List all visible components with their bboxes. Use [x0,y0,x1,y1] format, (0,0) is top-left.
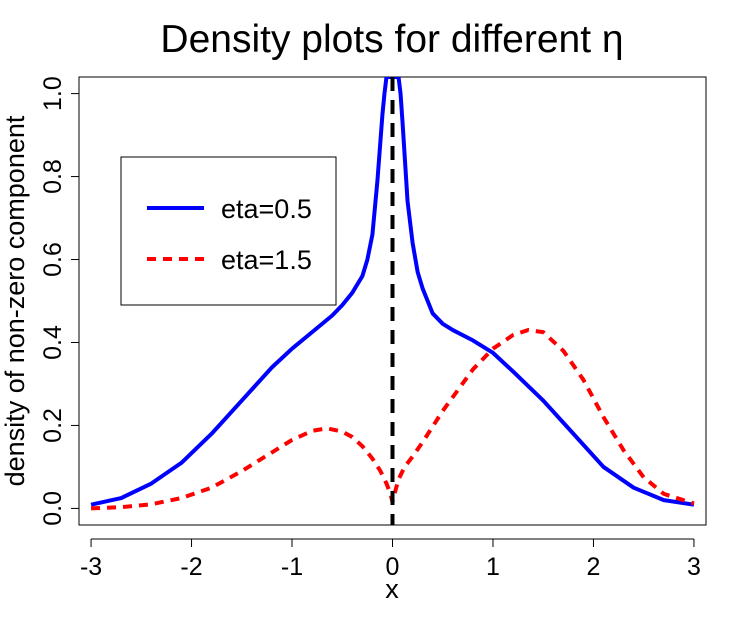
x-tick-label: -3 [80,553,102,581]
x-tick-label: 3 [687,553,701,581]
x-tick-label: -1 [281,553,303,581]
x-tick-label: -2 [180,553,202,581]
x-tick-label: 1 [486,553,500,581]
y-axis-label: density of non-zero component [0,115,30,486]
y-tick-label: 0.4 [39,325,67,360]
y-tick-label: 0.2 [39,408,67,443]
legend-label-eta-1-5: eta=1.5 [221,245,312,275]
x-tick-label: 0 [386,553,400,581]
x-axis-label: x [385,574,399,604]
legend-box [120,156,337,306]
x-axis: -3 -2 -1 0 1 2 3 [80,538,701,581]
y-axis: 0.0 0.2 0.4 0.6 0.8 1.0 [39,76,80,526]
y-tick-label: 1.0 [39,76,67,111]
y-tick-label: 0.8 [39,159,67,194]
y-tick-label: 0.6 [39,242,67,277]
chart-title: Density plots for different η [160,18,623,61]
legend: eta=0.5 eta=1.5 [120,156,337,306]
y-tick-label: 0.0 [39,491,67,526]
series-line-eta-0-5 [90,77,695,507]
legend-label-eta-0-5: eta=0.5 [221,194,312,224]
curves-layer [90,77,695,525]
x-tick-label: 2 [587,553,601,581]
